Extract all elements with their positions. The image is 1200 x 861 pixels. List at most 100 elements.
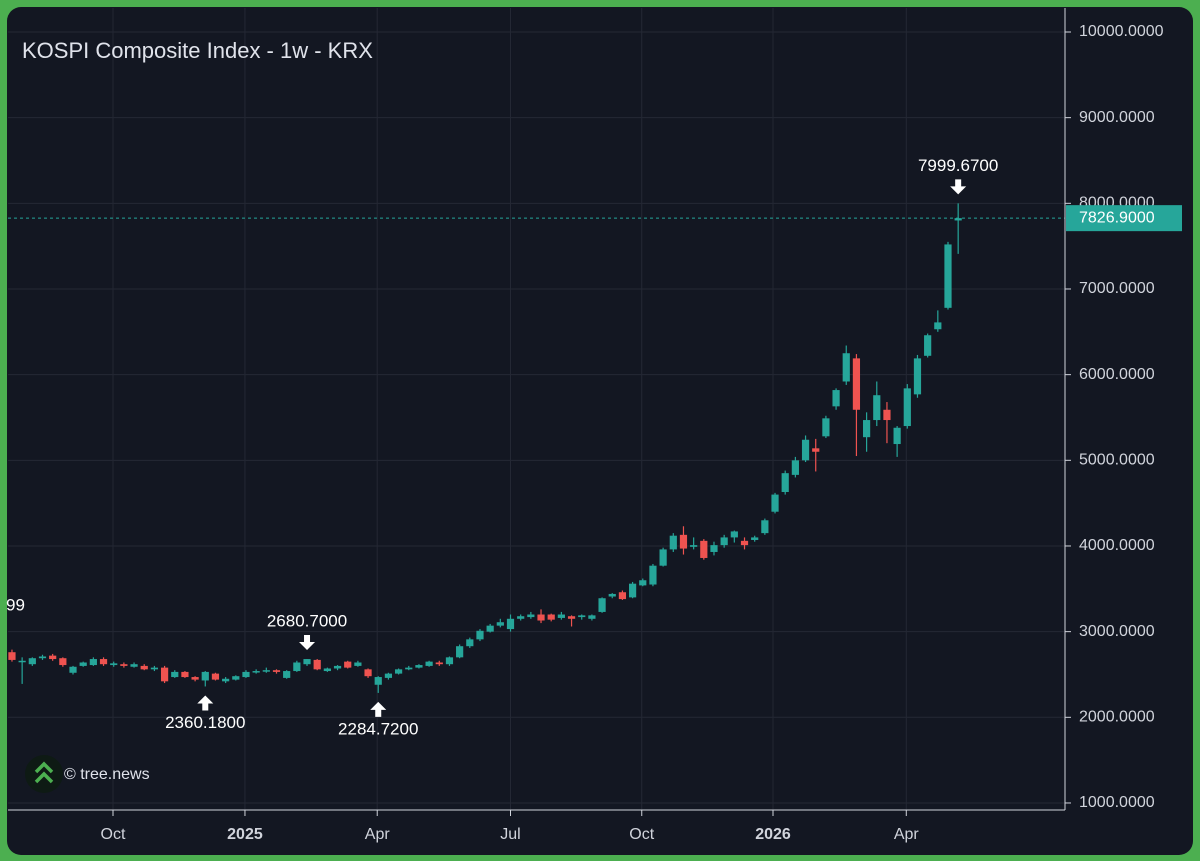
candle-body: [222, 678, 230, 682]
candle-body: [873, 395, 881, 421]
candle-body: [8, 652, 16, 660]
candle-body: [59, 658, 67, 666]
candle-body: [415, 665, 423, 668]
candle-body: [537, 614, 545, 621]
candle-body: [863, 420, 871, 438]
candle-body: [191, 677, 199, 680]
candle-body: [211, 673, 220, 680]
candle-body: [476, 630, 484, 640]
x-tick-label: Apr: [365, 826, 391, 843]
y-tick-label: 10000.0000: [1079, 23, 1164, 40]
candle-body: [659, 549, 667, 566]
candle-body: [456, 646, 464, 658]
candle-body: [49, 655, 57, 660]
candle-body: [89, 659, 97, 666]
candle-body: [801, 439, 810, 461]
y-tick-label: 3000.0000: [1079, 623, 1155, 640]
y-tick-label: 4000.0000: [1079, 537, 1155, 554]
candle-body: [669, 535, 677, 550]
candle-body: [832, 390, 840, 407]
candle-body: [618, 592, 627, 600]
candle-body: [272, 670, 281, 672]
candle-body: [893, 427, 901, 445]
candle-body: [374, 677, 382, 685]
edge-label: 99: [6, 595, 25, 614]
candle-body: [79, 662, 87, 666]
candle-body: [557, 614, 565, 618]
annotation-label: 2360.1800: [165, 713, 245, 732]
candle-body: [130, 664, 138, 667]
x-tick-label: 2026: [755, 826, 791, 843]
y-tick-label: 5000.0000: [1079, 452, 1155, 469]
candle-body: [384, 673, 393, 678]
y-tick-label: 6000.0000: [1079, 366, 1155, 383]
candle-body: [954, 218, 962, 221]
candle-body: [730, 531, 738, 538]
candle-body: [710, 545, 718, 552]
candle-body: [38, 656, 47, 659]
candle-body: [313, 659, 321, 670]
candle-body: [354, 662, 362, 666]
annotation-label: 2284.7200: [338, 719, 418, 738]
candle-body: [913, 358, 922, 395]
candle-body: [99, 659, 108, 665]
candle-body: [547, 614, 555, 620]
candle-body: [466, 639, 474, 647]
candle-body: [445, 657, 454, 665]
candle-body: [679, 534, 688, 549]
candle-body: [303, 659, 311, 665]
candle-body: [425, 661, 433, 666]
candle-body: [598, 598, 606, 612]
candle-body: [883, 409, 891, 421]
candle-body: [252, 671, 260, 673]
candle-body: [628, 583, 637, 598]
candle-body: [608, 593, 616, 597]
labels: 1000.0000 2000.0000 3000.0000 4000.0000 5000…: [101, 23, 1182, 843]
candle-body: [812, 448, 820, 452]
candle-body: [720, 537, 728, 546]
candle-body: [333, 665, 342, 669]
last-price-box: [1066, 205, 1182, 232]
candle-body: [506, 618, 515, 630]
candle-body: [18, 660, 26, 663]
candle-body: [181, 671, 189, 678]
candle-body: [323, 668, 331, 672]
logo-icon: [34, 761, 54, 784]
y-tick-label: 7000.0000: [1079, 280, 1155, 297]
chart-title: KOSPI Composite Index - 1w - KRX: [22, 38, 373, 63]
candle-body: [649, 565, 657, 585]
y-tick-label: 9000.0000: [1079, 109, 1155, 126]
last-price-label: 7826.9000: [1079, 209, 1155, 226]
candle-body: [771, 494, 779, 512]
candle-body: [405, 667, 413, 670]
candle-body: [201, 671, 209, 681]
candle-body: [110, 663, 118, 666]
annotation-label: 7999.6700: [918, 156, 998, 175]
candle-body: [690, 545, 698, 547]
candle-body: [903, 388, 911, 427]
candle-body: [527, 614, 535, 618]
x-tick-label: Jul: [500, 826, 520, 843]
candle-body: [140, 665, 148, 670]
annotation-label: 2680.7000: [267, 611, 347, 630]
x-tick-label: Oct: [101, 826, 126, 843]
candles: [8, 203, 1065, 693]
x-tick-label: 2025: [227, 826, 263, 843]
candle-body: [588, 615, 596, 619]
candle-body: [751, 537, 759, 540]
candle-body: [242, 671, 250, 678]
candle-body: [761, 520, 769, 534]
candle-body: [486, 625, 494, 632]
candle-body: [567, 616, 576, 619]
candle-body: [28, 658, 36, 665]
y-tick-label: 1000.0000: [1079, 794, 1155, 811]
candle-body: [171, 671, 179, 678]
watermark: © tree.news: [64, 766, 150, 783]
candle-body: [120, 664, 128, 666]
candle-body: [842, 353, 850, 382]
candle-body: [69, 666, 77, 673]
x-tick-label: Oct: [629, 826, 654, 843]
candle-body: [496, 622, 504, 626]
